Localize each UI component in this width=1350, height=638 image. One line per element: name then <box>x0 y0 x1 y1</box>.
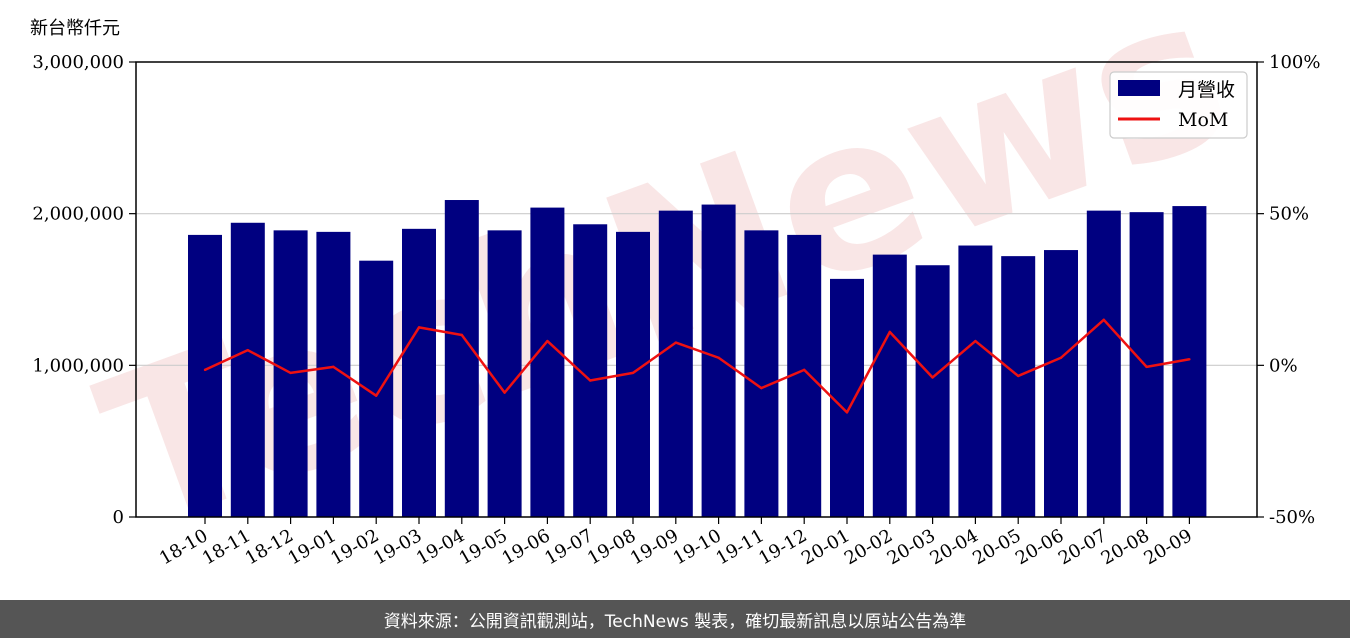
x-tick-label: 19-03 <box>370 525 425 569</box>
x-tick-label: 20-04 <box>926 525 981 569</box>
left-tick-label: 0 <box>113 507 124 528</box>
mom-point-20-09 <box>1188 358 1191 361</box>
x-tick-label: 20-07 <box>1055 525 1110 569</box>
mom-point-19-12 <box>803 368 806 372</box>
bar-20-01 <box>830 278 864 517</box>
x-tick-label: 19-11 <box>712 525 767 569</box>
mom-point-19-04 <box>460 333 463 337</box>
mom-point-19-10 <box>717 356 720 359</box>
x-tick-label: 19-12 <box>755 525 810 569</box>
mom-point-20-08 <box>1145 365 1148 369</box>
mom-point-18-11 <box>246 348 249 352</box>
mom-point-18-10 <box>203 368 207 372</box>
x-tick-label: 20-01 <box>798 525 853 569</box>
x-tick-label: 19-10 <box>670 525 725 569</box>
mom-point-20-03 <box>931 376 934 379</box>
mom-point-19-11 <box>760 386 763 390</box>
bar-19-05 <box>487 230 522 517</box>
mom-point-18-12 <box>289 371 292 375</box>
bar-19-10 <box>701 204 736 518</box>
bar-18-10 <box>188 234 222 517</box>
x-tick-label: 19-06 <box>498 525 553 569</box>
bar-19-11 <box>744 230 779 517</box>
right-tick-label: -50% <box>1269 507 1315 528</box>
mom-point-20-07 <box>1102 318 1106 322</box>
x-tick-label: 20-02 <box>841 525 896 569</box>
mom-point-20-06 <box>1059 356 1063 359</box>
mom-point-20-01 <box>845 411 849 414</box>
right-tick-label: 100% <box>1269 52 1320 73</box>
mom-point-20-02 <box>888 330 891 334</box>
bar-20-02 <box>872 254 907 517</box>
left-tick-label: 2,000,000 <box>32 204 124 225</box>
mom-point-19-03 <box>417 326 421 329</box>
bar-20-04 <box>958 245 993 517</box>
mom-point-19-05 <box>503 391 506 394</box>
source-text: 資料來源：公開資訊觀測站，TechNews 製表，確切最新訊息以原站公告為準 <box>383 611 967 632</box>
right-tick-label: 50% <box>1269 204 1309 225</box>
mom-point-19-01 <box>332 365 335 369</box>
x-tick-label: 20-05 <box>969 525 1024 569</box>
bar-20-03 <box>915 265 950 517</box>
right-tick-label: 0% <box>1269 355 1298 376</box>
y-unit-label: 新台幣仟元 <box>30 18 120 39</box>
x-tick-label: 20-06 <box>1012 525 1067 569</box>
legend-line-label: MoM <box>1178 109 1228 131</box>
left-tick-label: 1,000,000 <box>32 355 124 376</box>
mom-point-20-05 <box>1017 374 1020 378</box>
revenue-chart: 新台幣仟元 TechNews01,000,0002,000,0003,000,0… <box>30 0 1320 577</box>
legend-bar-swatch <box>1118 80 1160 96</box>
x-tick-label: 20-03 <box>884 525 939 569</box>
bar-20-07 <box>1086 210 1121 517</box>
source-footer: 資料來源：公開資訊觀測站，TechNews 製表，確切最新訊息以原站公告為準 <box>0 600 1350 638</box>
bar-18-11 <box>230 222 265 517</box>
bar-20-05 <box>1001 256 1036 517</box>
x-tick-label: 19-01 <box>284 525 339 569</box>
bar-19-09 <box>658 210 693 517</box>
bar-19-04 <box>444 200 479 517</box>
mom-point-19-02 <box>375 394 378 397</box>
x-tick-label: 19-04 <box>413 525 468 569</box>
chart-svg: 新台幣仟元 TechNews01,000,0002,000,0003,000,0… <box>30 0 1320 577</box>
x-tick-label: 19-07 <box>541 525 596 569</box>
plot-frame <box>135 61 1258 518</box>
x-tick-label: 19-08 <box>584 525 639 569</box>
mom-point-19-09 <box>674 341 677 344</box>
mom-line <box>204 318 1190 414</box>
bar-20-06 <box>1044 250 1078 518</box>
bar-19-03 <box>402 228 436 518</box>
mom-point-20-04 <box>974 339 977 343</box>
mom-point-19-08 <box>631 371 635 375</box>
left-tick-label: 3,000,000 <box>32 52 124 73</box>
x-tick-label: 19-05 <box>456 525 511 569</box>
x-tick-label: 19-02 <box>327 525 382 569</box>
mom-point-19-07 <box>589 379 592 382</box>
x-tick-label: 20-09 <box>1140 525 1195 569</box>
bar-19-06 <box>530 207 565 517</box>
mom-point-19-06 <box>546 339 549 343</box>
x-tick-label: 20-08 <box>1098 525 1153 569</box>
x-tick-label: 19-09 <box>627 525 682 569</box>
legend-bar-label: 月營收 <box>1178 79 1235 101</box>
